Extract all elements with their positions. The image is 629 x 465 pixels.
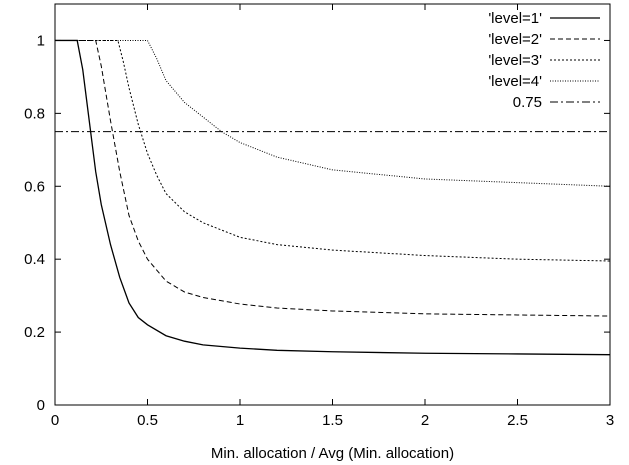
series-line-2 (55, 39, 611, 317)
legend-label: 'level=4' (488, 73, 542, 90)
y-tick-label: 0.2 (24, 324, 45, 341)
y-tick-label: 0.8 (24, 105, 45, 122)
legend-label: 'level=1' (488, 10, 542, 27)
legend-label: 0.75 (513, 94, 542, 111)
series-line-3 (55, 39, 611, 262)
legend-label: 'level=3' (488, 52, 542, 69)
x-tick-label: 0.5 (137, 412, 158, 429)
x-tick-label: 2 (421, 412, 429, 429)
y-tick-label: 0.6 (24, 178, 45, 195)
x-tick-label: 1.5 (322, 412, 343, 429)
y-tick-label: 1 (37, 32, 45, 49)
axis-ticks: 0 0.5 1 1.5 2 2.5 3 0 0.2 0.4 0.6 0.8 1 (24, 4, 614, 429)
series-layer (55, 39, 611, 356)
x-tick-label: 3 (606, 412, 614, 429)
legend: 'level=1' 'level=2' 'level=3' 'level=4' 0.75 (488, 10, 600, 111)
y-tick-label: 0.4 (24, 251, 45, 268)
x-tick-label: 0 (51, 412, 59, 429)
x-tick-label: 1 (236, 412, 244, 429)
series-line-4 (55, 39, 611, 187)
series-line-1 (55, 39, 611, 356)
y-tick-label: 0 (37, 397, 45, 414)
x-axis-label: Min. allocation / Avg (Min. allocation) (211, 445, 454, 462)
x-tick-label: 2.5 (507, 412, 528, 429)
legend-label: 'level=2' (488, 31, 542, 48)
